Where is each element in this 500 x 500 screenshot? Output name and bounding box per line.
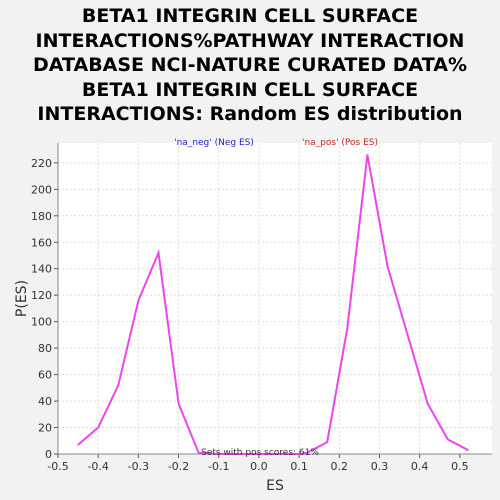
y-tick-label: 0 <box>45 448 52 461</box>
y-tick-label: 140 <box>31 263 52 276</box>
title-line-1: BETA1 INTEGRIN CELL SURFACE <box>81 5 419 27</box>
data-points <box>77 154 469 455</box>
data-point <box>346 327 349 330</box>
data-point <box>77 443 79 446</box>
data-point <box>97 426 99 429</box>
y-tick-label: 160 <box>31 236 52 249</box>
y-tick-labels: 0 20 40 60 80 100 120 140 160 180 200 220 <box>31 157 52 461</box>
plot-area <box>58 143 492 454</box>
y-tick-label: 180 <box>31 210 52 223</box>
data-point <box>197 451 200 454</box>
data-point <box>406 334 409 336</box>
x-tick-label: 0.3 <box>371 460 389 473</box>
x-tick-label: 0.4 <box>411 460 429 473</box>
legend-pos-es: 'na_pos' (Pos ES) <box>302 138 378 148</box>
y-tick-label: 120 <box>31 289 52 302</box>
x-tick-label: 0.0 <box>250 460 268 473</box>
data-point <box>217 453 220 455</box>
x-tick-label: -0.1 <box>208 460 229 473</box>
x-tick-label: 0.2 <box>331 460 349 473</box>
x-tick-label: 0.5 <box>451 460 469 473</box>
y-tick-label: 80 <box>38 342 52 355</box>
title-line-5: INTERACTIONS: Random ES distribution <box>37 103 463 125</box>
es-distribution-line <box>77 154 469 455</box>
x-tick-labels: -0.5 -0.4 -0.3 -0.2 -0.1 0.0 0.1 0.2 0.3 0.4 0.5 <box>47 460 468 473</box>
x-axis-label: ES <box>266 478 284 494</box>
pos-scores-annotation: Sets with pos scores: 61% <box>201 448 319 458</box>
data-point <box>467 449 469 451</box>
y-tick-label: 100 <box>31 316 52 329</box>
data-point <box>386 265 389 267</box>
x-tick-label: -0.2 <box>168 460 189 473</box>
grid-lines <box>57 143 492 455</box>
y-tick-label: 40 <box>38 395 52 408</box>
chart-title: BETA1 INTEGRIN CELL SURFACE INTERACTIONS… <box>0 4 500 127</box>
y-tick-label: 20 <box>38 422 52 435</box>
data-point <box>117 384 120 386</box>
y-tick-label: 60 <box>38 369 52 382</box>
data-point <box>326 441 329 443</box>
y-axis-label: P(ES) <box>14 280 30 317</box>
x-tick-label: -0.3 <box>128 460 149 473</box>
data-point <box>446 438 449 441</box>
legend-neg-es: 'na_neg' (Neg ES) <box>174 138 254 148</box>
title-line-2: INTERACTIONS%PATHWAY INTERACTION <box>35 29 465 52</box>
title-line-4: BETA1 INTEGRIN CELL SURFACE <box>81 78 419 101</box>
data-point <box>137 299 140 302</box>
x-tick-label: 0.1 <box>290 460 308 473</box>
x-tick-label: -0.4 <box>87 460 108 473</box>
data-point <box>157 252 160 254</box>
x-tick-label: -0.5 <box>47 460 68 473</box>
data-point <box>426 402 429 405</box>
y-tick-label: 220 <box>31 157 52 170</box>
data-point <box>306 451 308 454</box>
data-point <box>177 402 180 405</box>
data-point <box>298 453 300 455</box>
title-line-3: DATABASE NCI-NATURE CURATED DATA% <box>33 54 467 76</box>
y-tick-label: 200 <box>31 183 52 196</box>
data-point <box>366 154 369 156</box>
